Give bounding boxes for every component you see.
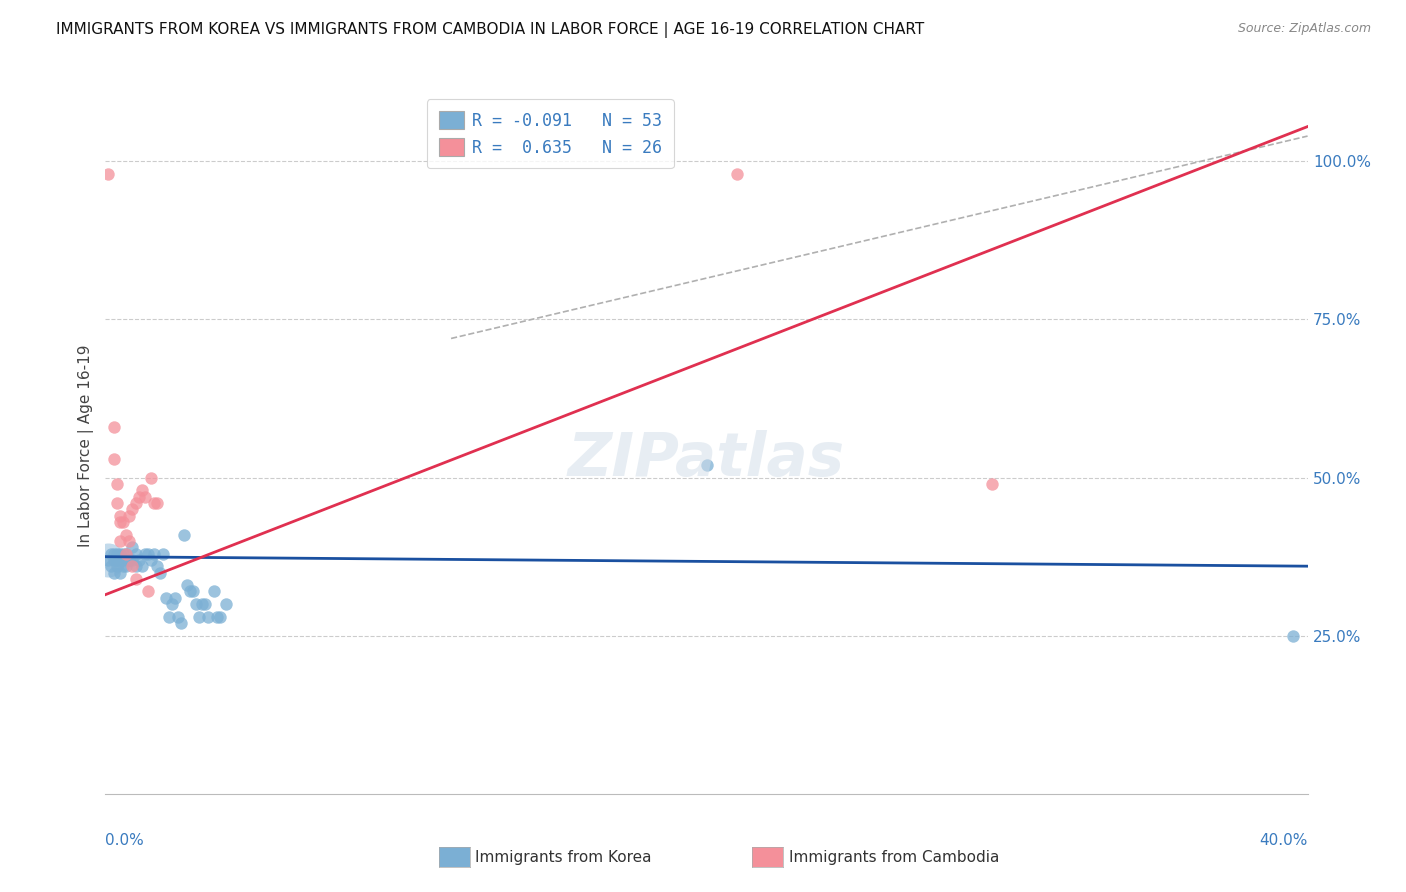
Text: Source: ZipAtlas.com: Source: ZipAtlas.com xyxy=(1237,22,1371,36)
Point xyxy=(110,515,132,529)
Point xyxy=(184,597,207,611)
Point xyxy=(169,616,191,631)
Point xyxy=(214,597,236,611)
Point xyxy=(100,559,122,574)
Text: Immigrants from Korea: Immigrants from Korea xyxy=(475,850,652,864)
Point xyxy=(187,609,209,624)
Point xyxy=(208,609,231,624)
Point xyxy=(160,597,183,611)
Point xyxy=(139,553,162,567)
Point xyxy=(981,477,1004,491)
Point xyxy=(107,496,129,510)
Point xyxy=(1281,629,1303,643)
Text: 0.0%: 0.0% xyxy=(105,833,145,847)
Point xyxy=(112,547,135,561)
Point xyxy=(118,553,141,567)
Text: ZIPatlas: ZIPatlas xyxy=(568,431,845,490)
Point xyxy=(118,533,141,548)
Point xyxy=(176,578,198,592)
Point xyxy=(136,584,159,599)
Point xyxy=(121,540,143,554)
Text: 40.0%: 40.0% xyxy=(1260,833,1308,847)
Point xyxy=(131,483,153,498)
Point xyxy=(155,591,177,605)
Point xyxy=(139,470,162,484)
Point xyxy=(128,553,150,567)
Point xyxy=(97,167,120,181)
Point xyxy=(194,597,217,611)
Point xyxy=(100,547,122,561)
Point xyxy=(115,547,138,561)
Point xyxy=(103,547,125,561)
Point xyxy=(152,547,174,561)
Point xyxy=(157,609,180,624)
Point xyxy=(205,609,228,624)
Point xyxy=(197,609,219,624)
Point xyxy=(121,559,143,574)
Point xyxy=(124,572,146,586)
Point xyxy=(124,547,146,561)
Point xyxy=(97,553,120,567)
Point xyxy=(173,527,195,541)
Point xyxy=(107,553,129,567)
Point xyxy=(107,559,129,574)
Point xyxy=(110,508,132,523)
Point xyxy=(110,547,132,561)
Point xyxy=(103,553,125,567)
Point xyxy=(107,547,129,561)
Point xyxy=(121,502,143,516)
Point xyxy=(103,420,125,434)
Point xyxy=(115,547,138,561)
Point xyxy=(696,458,718,472)
Point xyxy=(134,547,156,561)
Point xyxy=(124,559,146,574)
Point xyxy=(142,547,165,561)
Point xyxy=(181,584,204,599)
Point xyxy=(97,553,120,567)
Point xyxy=(112,553,135,567)
Point xyxy=(115,527,138,541)
Point xyxy=(202,584,225,599)
Point xyxy=(142,496,165,510)
Point xyxy=(124,496,146,510)
Text: IMMIGRANTS FROM KOREA VS IMMIGRANTS FROM CAMBODIA IN LABOR FORCE | AGE 16-19 COR: IMMIGRANTS FROM KOREA VS IMMIGRANTS FROM… xyxy=(56,22,925,38)
Point xyxy=(118,553,141,567)
Point xyxy=(118,508,141,523)
Point xyxy=(128,490,150,504)
Y-axis label: In Labor Force | Age 16-19: In Labor Force | Age 16-19 xyxy=(79,344,94,548)
Point xyxy=(179,584,201,599)
Point xyxy=(107,477,129,491)
Point xyxy=(121,553,143,567)
Point xyxy=(110,566,132,580)
Point xyxy=(103,451,125,466)
Point xyxy=(145,496,167,510)
Point xyxy=(148,566,170,580)
Point xyxy=(115,559,138,574)
Point xyxy=(112,559,135,574)
Point xyxy=(136,547,159,561)
Point xyxy=(112,515,135,529)
Point xyxy=(131,559,153,574)
Point xyxy=(110,553,132,567)
Point xyxy=(103,566,125,580)
Text: Immigrants from Cambodia: Immigrants from Cambodia xyxy=(789,850,1000,864)
Point xyxy=(110,533,132,548)
Point xyxy=(166,609,188,624)
Point xyxy=(145,559,167,574)
Point xyxy=(163,591,186,605)
Point xyxy=(190,597,212,611)
Point xyxy=(134,490,156,504)
Legend: R = -0.091   N = 53, R =  0.635   N = 26: R = -0.091 N = 53, R = 0.635 N = 26 xyxy=(427,100,673,169)
Point xyxy=(725,167,748,181)
